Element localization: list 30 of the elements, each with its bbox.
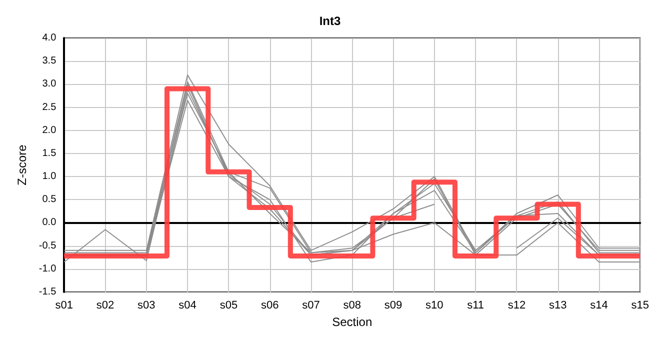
- y-tick-label: 2.5: [42, 102, 57, 113]
- y-tick-label: -1.0: [38, 263, 57, 274]
- y-tick-label: 3.0: [42, 78, 57, 90]
- y-tick-label: 2.0: [42, 124, 57, 136]
- x-tick-label: s05: [220, 300, 238, 312]
- y-tick-label: 4.0: [42, 32, 57, 44]
- x-tick-label: s10: [426, 300, 444, 312]
- y-tick-label: 0.5: [42, 194, 57, 206]
- x-tick-label: s01: [55, 300, 74, 312]
- x-tick-label: s12: [508, 300, 526, 312]
- x-tick-label: s15: [631, 300, 650, 312]
- x-tick-label: s03: [138, 300, 156, 312]
- x-tick-label: s02: [96, 300, 114, 312]
- chart-title: Int3: [319, 14, 341, 28]
- x-axis-title: Section: [332, 314, 372, 329]
- x-tick-label: s07: [302, 300, 320, 312]
- y-tick-label: 3.5: [42, 56, 57, 67]
- x-tick-label: s04: [178, 300, 196, 312]
- y-tick-label: 0.0: [42, 217, 57, 228]
- x-tick-label: s09: [384, 300, 402, 312]
- y-tick-label: 1.5: [42, 148, 57, 159]
- x-tick-label: s14: [590, 300, 608, 312]
- y-tick-label: 1.0: [42, 171, 57, 182]
- x-tick-label: s11: [467, 300, 484, 312]
- y-tick-label: -1.5: [38, 286, 57, 298]
- x-tick-label: s13: [548, 300, 567, 312]
- x-tick-label: s06: [260, 300, 279, 312]
- y-axis-title: Z-score: [15, 144, 29, 186]
- y-tick-label: -0.5: [38, 240, 57, 252]
- x-tick-label: s08: [343, 300, 362, 312]
